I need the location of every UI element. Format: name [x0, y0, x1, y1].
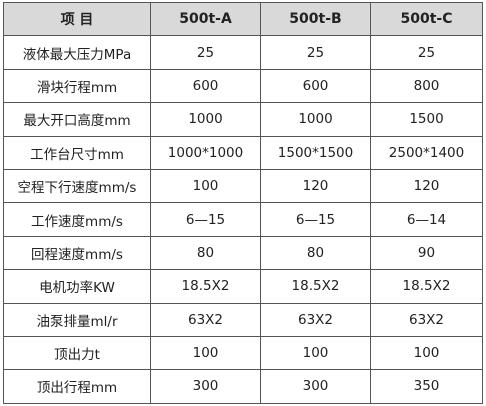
- row-label: 液体最大压力MPa: [3, 35, 151, 70]
- table-cell: 100: [150, 335, 261, 371]
- row-label: 油泵排量ml/r: [3, 302, 151, 337]
- table-row: 回程速度mm/s 80 80 90: [3, 235, 483, 271]
- table-cell: 63X2: [260, 302, 371, 337]
- header-cell: 500t-B: [260, 1, 371, 37]
- table-cell: 100: [260, 335, 371, 371]
- table-cell: 25: [150, 35, 261, 70]
- table-cell: 80: [260, 235, 371, 271]
- table-cell: 600: [260, 68, 371, 104]
- table-row: 滑块行程mm 600 600 800: [3, 68, 483, 104]
- table-row: 空程下行速度mm/s 100 120 120: [3, 168, 483, 204]
- row-label: 顶出行程mm: [3, 369, 151, 404]
- table-cell: 2500*1400: [370, 135, 483, 170]
- table-cell: 1000: [260, 102, 371, 137]
- table-cell: 120: [260, 168, 371, 204]
- header-cell: 500t-C: [370, 1, 483, 37]
- table-cell: 25: [370, 35, 483, 70]
- table-row: 工作速度mm/s 6—15 6—15 6—14: [3, 202, 483, 237]
- table-row: 顶出行程mm 300 300 350: [3, 369, 483, 404]
- table-cell: 18.5X2: [260, 269, 371, 304]
- table-row: 电机功率KW 18.5X2 18.5X2 18.5X2: [3, 269, 483, 304]
- row-label: 滑块行程mm: [3, 68, 151, 104]
- header-row: 项 目 500t-A 500t-B 500t-C: [3, 1, 483, 37]
- table-cell: 300: [260, 369, 371, 404]
- table-cell: 80: [150, 235, 261, 271]
- row-label: 空程下行速度mm/s: [3, 168, 151, 204]
- row-label: 电机功率KW: [3, 269, 151, 304]
- table-body: 液体最大压力MPa 25 25 25 滑块行程mm 600 600 800 最大开口高度mm 10…: [3, 35, 483, 404]
- table-cell: 1000: [150, 102, 261, 137]
- table-head: 项 目 500t-A 500t-B 500t-C: [3, 1, 483, 37]
- header-cell: 项 目: [3, 1, 151, 37]
- table-cell: 120: [370, 168, 483, 204]
- table-cell: 1500: [370, 102, 483, 137]
- table-cell: 800: [370, 68, 483, 104]
- spec-table-container: 项 目 500t-A 500t-B 500t-C 液体最大压力MPa 25 25 25 滑块行…: [3, 1, 483, 404]
- table-row: 油泵排量ml/r 63X2 63X2 63X2: [3, 302, 483, 337]
- table-cell: 6—14: [370, 202, 483, 237]
- table-row: 顶出力t 100 100 100: [3, 335, 483, 371]
- table-row: 最大开口高度mm 1000 1000 1500: [3, 102, 483, 137]
- table-cell: 18.5X2: [370, 269, 483, 304]
- table-row: 工作台尺寸mm 1000*1000 1500*1500 2500*1400: [3, 135, 483, 170]
- table-cell: 63X2: [370, 302, 483, 337]
- table-cell: 1000*1000: [150, 135, 261, 170]
- table-cell: 300: [150, 369, 261, 404]
- table-cell: 6—15: [260, 202, 371, 237]
- table-cell: 63X2: [150, 302, 261, 337]
- row-label: 工作台尺寸mm: [3, 135, 151, 170]
- row-label: 最大开口高度mm: [3, 102, 151, 137]
- table-cell: 600: [150, 68, 261, 104]
- table-cell: 100: [370, 335, 483, 371]
- header-cell: 500t-A: [150, 1, 261, 37]
- table-cell: 6—15: [150, 202, 261, 237]
- row-label: 工作速度mm/s: [3, 202, 151, 237]
- table-cell: 350: [370, 369, 483, 404]
- table-cell: 25: [260, 35, 371, 70]
- row-label: 顶出力t: [3, 335, 151, 371]
- row-label: 回程速度mm/s: [3, 235, 151, 271]
- table-cell: 100: [150, 168, 261, 204]
- table-row: 液体最大压力MPa 25 25 25: [3, 35, 483, 70]
- spec-table: 项 目 500t-A 500t-B 500t-C 液体最大压力MPa 25 25 25 滑块行…: [3, 1, 483, 404]
- table-cell: 18.5X2: [150, 269, 261, 304]
- table-cell: 1500*1500: [260, 135, 371, 170]
- table-cell: 90: [370, 235, 483, 271]
